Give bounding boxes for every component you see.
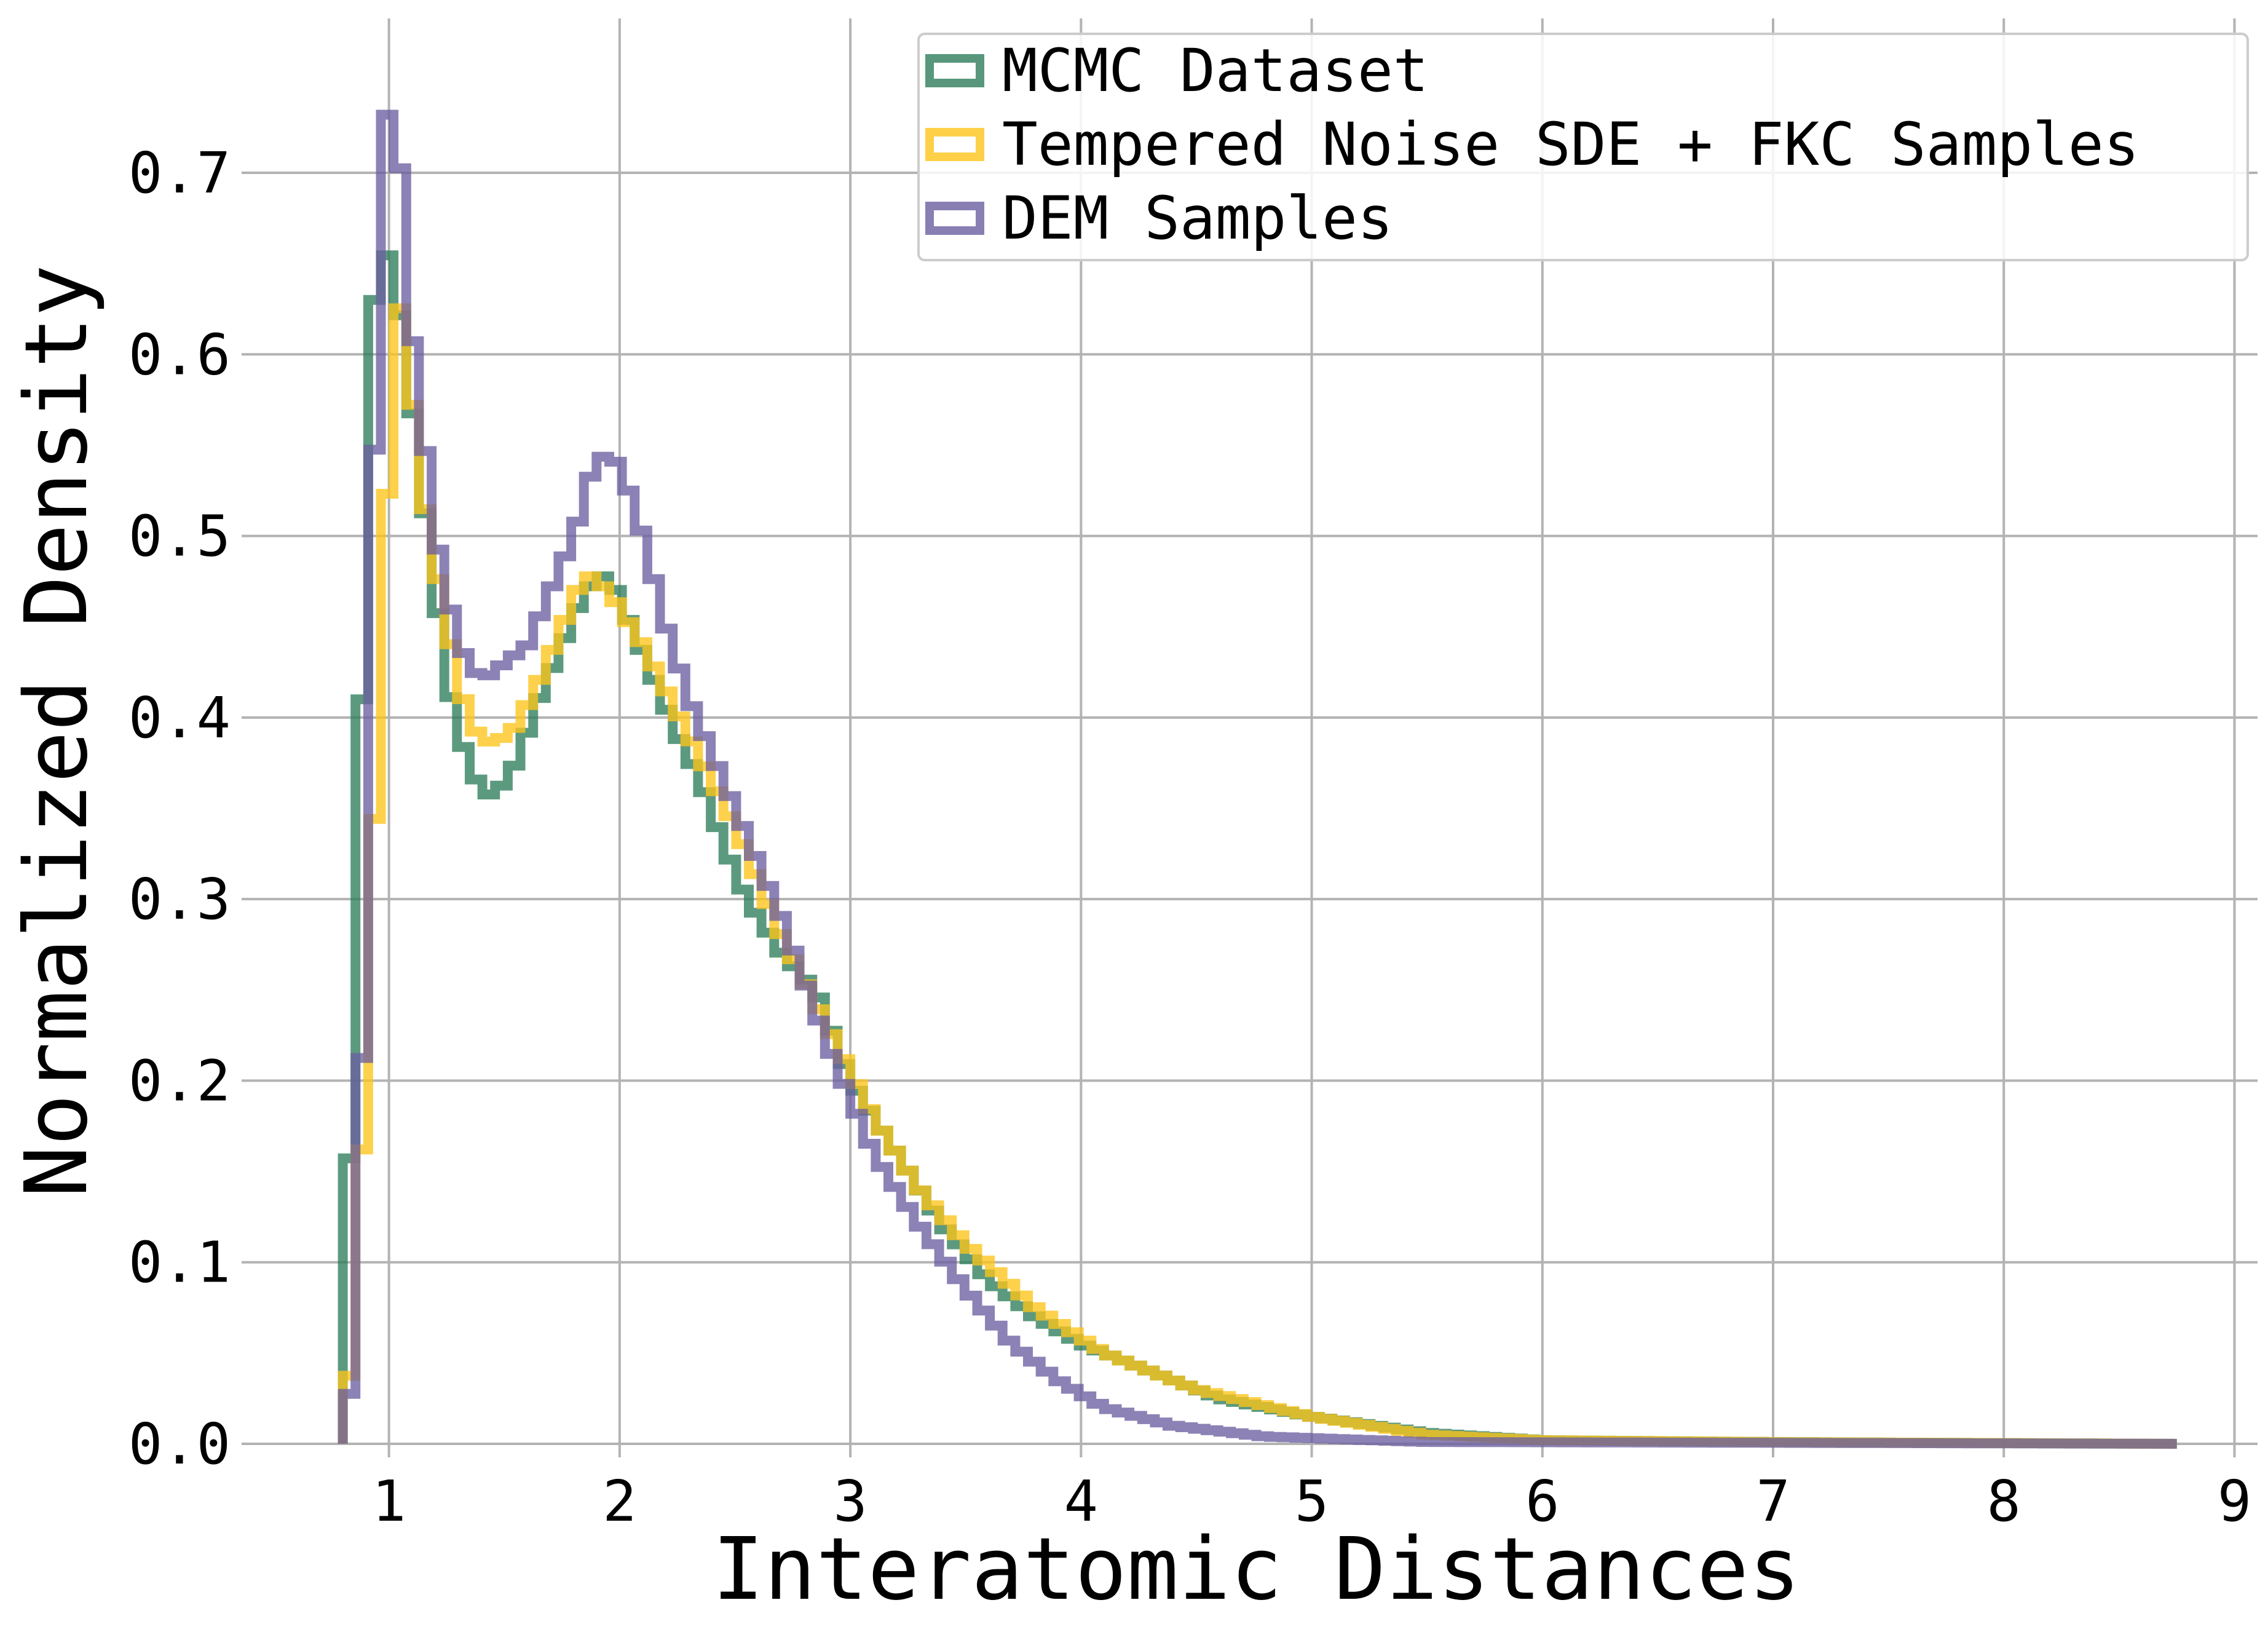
y-axis-label: Normalized Density — [7, 264, 107, 1197]
x-tick-label: 4 — [1064, 1468, 1098, 1534]
x-tick-label: 2 — [603, 1468, 636, 1534]
legend-swatch — [925, 202, 984, 235]
y-tick-label: 0.2 — [128, 1048, 231, 1114]
legend-swatch — [925, 128, 984, 161]
legend-label: DEM Samples — [1002, 184, 1393, 253]
y-tick-label: 0.4 — [128, 685, 231, 751]
y-tick-label: 0.7 — [128, 140, 231, 206]
series-layer — [338, 109, 2177, 1449]
x-tick-label: 7 — [1756, 1468, 1790, 1534]
y-tick-label: 0.0 — [128, 1411, 231, 1477]
x-tick-label: 8 — [1987, 1468, 2021, 1534]
legend-swatch — [925, 54, 984, 87]
x-tick-label: 3 — [833, 1468, 867, 1534]
y-tick-label: 0.1 — [128, 1230, 231, 1296]
x-axis-label: Interatomic Distances — [712, 1519, 1800, 1620]
x-tick-label: 9 — [2218, 1468, 2251, 1534]
legend-label: Tempered Noise SDE + FKC Samples — [1002, 110, 2140, 179]
y-tick-label: 0.5 — [128, 504, 231, 569]
y-tick-labels: 0.0 0.1 0.2 0.3 0.4 0.5 0.6 0.7 — [128, 140, 231, 1477]
y-tick-label: 0.6 — [128, 322, 231, 387]
x-tick-label: 6 — [1525, 1468, 1559, 1534]
legend-label: MCMC Dataset — [1002, 36, 1429, 105]
legend-frame — [917, 33, 2249, 261]
histogram-series — [338, 250, 2177, 1449]
x-tick-labels: 1 2 3 4 5 6 7 8 9 — [372, 1468, 2251, 1534]
x-tick-label: 5 — [1295, 1468, 1329, 1534]
histogram-series — [338, 109, 2177, 1449]
y-tick-label: 0.3 — [128, 866, 231, 932]
x-tick-label: 1 — [372, 1468, 406, 1534]
